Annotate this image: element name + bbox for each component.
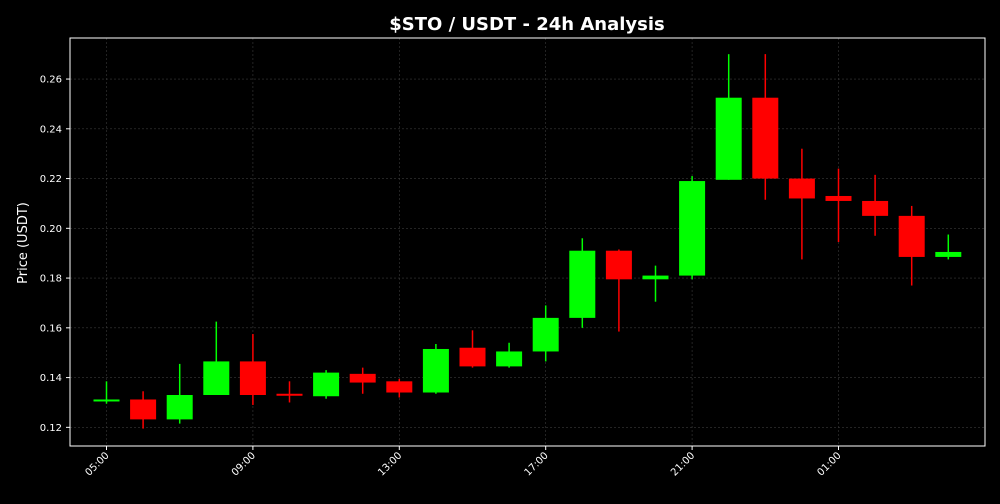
- candle-body: [203, 361, 230, 395]
- candle: [459, 330, 486, 368]
- candle: [825, 168, 852, 242]
- y-tick-label: 0.16: [40, 323, 62, 334]
- candle: [679, 176, 706, 280]
- y-tick-label: 0.18: [40, 274, 62, 285]
- candle: [642, 265, 669, 302]
- candle-body: [679, 181, 706, 276]
- candle: [239, 334, 266, 405]
- candle-body: [935, 251, 962, 257]
- candle: [532, 305, 559, 362]
- candle-body: [642, 275, 669, 280]
- candle: [496, 342, 523, 368]
- candle: [422, 344, 449, 394]
- candle: [605, 249, 632, 332]
- candle: [276, 381, 303, 403]
- candle-body: [386, 381, 413, 393]
- candle: [862, 174, 889, 236]
- candle-body: [422, 348, 449, 393]
- y-tick-label: 0.22: [40, 174, 62, 185]
- candle: [752, 54, 779, 200]
- candle-body: [825, 195, 852, 201]
- candle-body: [276, 393, 303, 396]
- candle: [93, 381, 120, 404]
- candle-body: [752, 97, 779, 179]
- candle-body: [313, 372, 340, 397]
- candle-body: [898, 215, 925, 257]
- candle-body: [239, 361, 266, 395]
- candle: [569, 238, 596, 328]
- candle-body: [496, 351, 523, 367]
- grid-lines: [70, 38, 985, 446]
- candle: [349, 367, 376, 394]
- candle: [166, 363, 193, 424]
- candle: [788, 148, 815, 260]
- candle-body: [569, 250, 596, 318]
- chart-title: $STO / USDT - 24h Analysis: [389, 14, 665, 35]
- candle-body: [130, 399, 157, 420]
- candle: [935, 234, 962, 260]
- y-tick-label: 0.12: [40, 423, 62, 434]
- candle-body: [166, 395, 193, 420]
- y-tick-label: 0.14: [40, 373, 62, 384]
- candle: [130, 391, 157, 429]
- candle-body: [715, 97, 742, 180]
- candle-body: [532, 317, 559, 352]
- candle: [313, 370, 340, 399]
- y-tick-label: 0.26: [40, 75, 62, 86]
- candle-body: [349, 373, 376, 383]
- candle-body: [93, 399, 120, 402]
- candle-body: [605, 250, 632, 280]
- plot-frame: [69, 37, 986, 447]
- candle-body: [459, 347, 486, 367]
- y-axis-label: Price (USDT): [16, 202, 31, 284]
- y-tick-label: 0.20: [40, 224, 62, 235]
- candles: [93, 54, 962, 429]
- y-tick-label: 0.24: [40, 124, 62, 135]
- candle: [203, 321, 230, 395]
- candle: [386, 378, 413, 398]
- candle-body: [862, 200, 889, 216]
- candle-body: [788, 178, 815, 199]
- candle: [898, 205, 925, 286]
- candle: [715, 54, 742, 180]
